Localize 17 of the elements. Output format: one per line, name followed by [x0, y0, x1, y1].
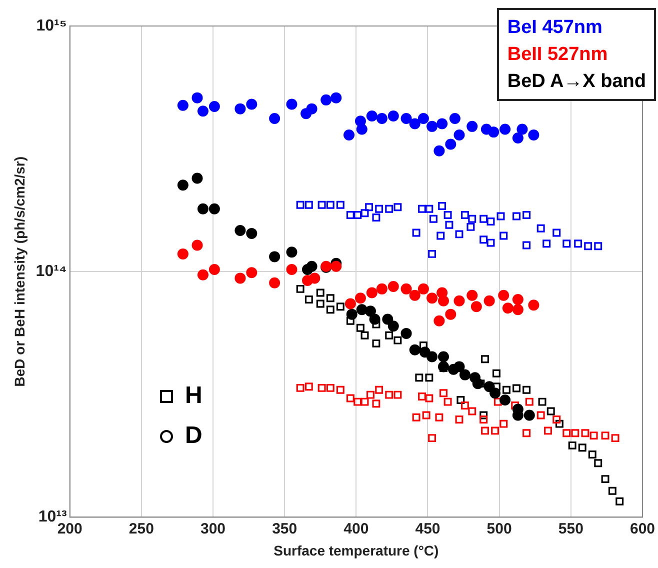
- text: BeI 457nm: [507, 16, 604, 40]
- annotation: D: [185, 422, 202, 450]
- x-tick-label: 250: [128, 520, 154, 538]
- x-tick-label: 400: [344, 520, 369, 538]
- x-tick-label: 450: [415, 520, 440, 538]
- y-tick-label: 10¹⁴: [36, 263, 67, 280]
- x-tick-label: 300: [200, 520, 226, 538]
- y-axis-title: BeD or BeH intensity (ph/s/cm2/sr): [11, 156, 28, 387]
- annotation: H: [185, 382, 202, 410]
- y-tick-label: 10¹⁵: [36, 17, 67, 34]
- x-axis-title: Surface temperature (°C): [274, 542, 439, 558]
- x-tick-label: 600: [630, 520, 655, 538]
- text: BeII 527nm: [507, 43, 609, 67]
- x-tick-label: 550: [558, 520, 584, 538]
- x-tick-label: 500: [486, 520, 512, 538]
- text: BeD A→X band: [507, 70, 646, 94]
- x-tick-label: 350: [272, 520, 298, 538]
